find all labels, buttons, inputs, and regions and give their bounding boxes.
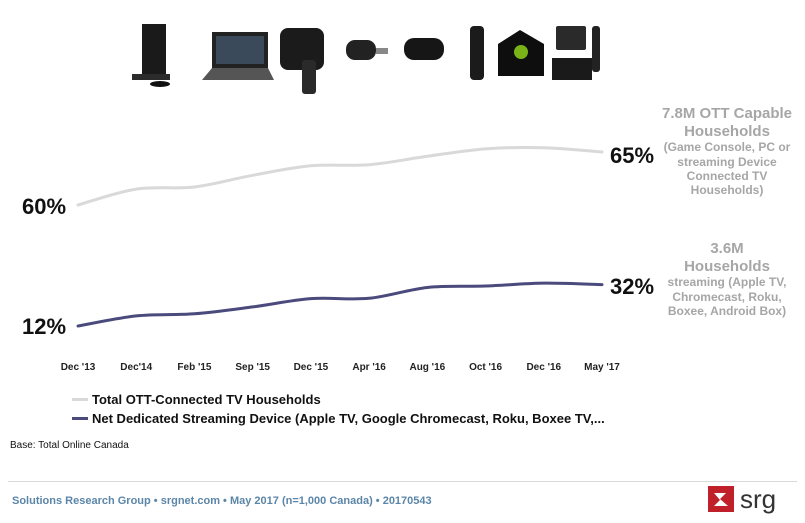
laptop-icon [202, 32, 274, 80]
legend-item-dedicated: Net Dedicated Streaming Device (Apple TV… [72, 409, 605, 428]
x-tick-label: Oct '16 [469, 362, 502, 373]
srg-logo-text: srg [740, 484, 777, 514]
dedicated-callout-detail-3: Boxee, Android Box) [667, 303, 787, 318]
footer-text: Solutions Research Group • srgnet.com • … [12, 495, 432, 507]
android-box-icon [498, 30, 544, 76]
legend-label-dedicated: Net Dedicated Streaming Device (Apple TV… [92, 411, 605, 426]
device-images-strip [132, 24, 600, 94]
apple-tv-icon [280, 28, 324, 94]
tv-box-keyboard-icon [552, 26, 600, 80]
dedicated-callout-detail-1: streaming (Apple TV, [667, 275, 787, 290]
streaming-stick-icon [470, 26, 484, 80]
dedicated-start-label: 12% [22, 314, 67, 339]
footer-divider [8, 481, 797, 482]
total-callout-detail-4: Households) [690, 182, 764, 197]
total-end-label: 65% [610, 143, 655, 168]
legend: Total OTT-Connected TV Households Net De… [72, 390, 605, 428]
x-tick-label: Sep '15 [235, 362, 270, 373]
total-callout-headline-2: Households [684, 122, 770, 140]
total-callout-detail-2: streaming Device [677, 154, 777, 169]
series-line-total [76, 145, 604, 207]
total-callout-headline-1: 7.8M OTT Capable [661, 105, 793, 122]
total-callout-detail-1: (Game Console, PC or [663, 140, 791, 155]
x-tick-label: Dec '16 [526, 362, 561, 373]
x-tick-label: Dec '13 [61, 362, 96, 373]
series-line-dedicated [76, 281, 604, 328]
legend-item-total: Total OTT-Connected TV Households [72, 390, 605, 409]
x-tick-label: May '17 [584, 362, 620, 373]
game-console-icon [132, 24, 170, 87]
x-tick-label: Feb '15 [177, 362, 211, 373]
base-note: Base: Total Online Canada [10, 440, 129, 451]
dedicated-callout: 3.6M Households streaming (Apple TV, Chr… [652, 240, 802, 318]
legend-swatch-dedicated [72, 417, 88, 420]
x-tick-label: Dec '15 [294, 362, 329, 373]
x-tick-label: Dec'14 [120, 362, 152, 373]
x-tick-label: Aug '16 [409, 362, 445, 373]
dedicated-end-label: 32% [610, 274, 655, 299]
total-callout: 7.8M OTT Capable Households (Game Consol… [652, 105, 802, 197]
legend-swatch-total [72, 398, 88, 401]
roku-icon [404, 38, 444, 60]
srg-logo: srg [706, 484, 796, 518]
legend-label-total: Total OTT-Connected TV Households [92, 392, 321, 407]
total-start-label: 60% [22, 194, 67, 219]
dedicated-callout-detail-2: Chromecast, Roku, [672, 289, 782, 304]
total-callout-detail-3: Connected TV [686, 168, 768, 183]
srg-logo-mark-icon [708, 486, 734, 512]
x-tick-label: Apr '16 [352, 362, 386, 373]
dedicated-callout-headline-1: 3.6M [710, 240, 744, 257]
chromecast-icon [346, 40, 388, 60]
dedicated-callout-headline-2: Households [684, 257, 770, 275]
